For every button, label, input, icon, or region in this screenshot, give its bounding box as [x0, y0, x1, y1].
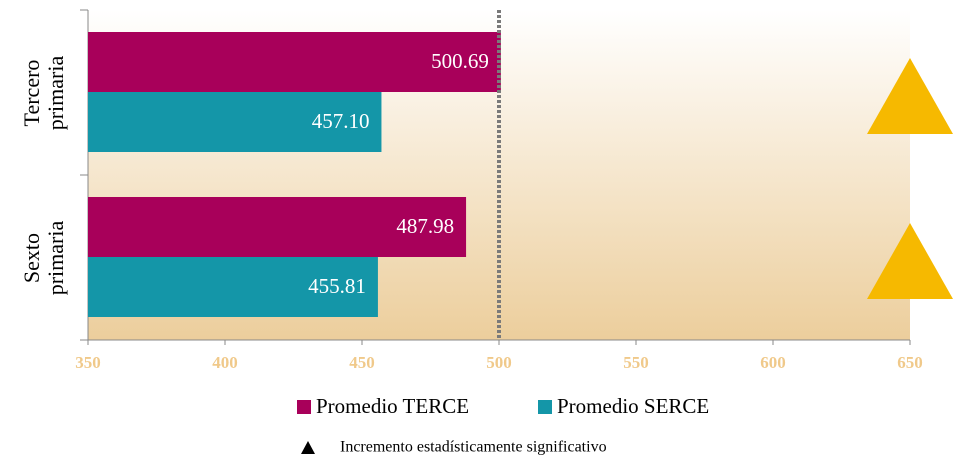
- x-tick-label: 550: [623, 353, 649, 372]
- x-tick-label: 500: [486, 353, 512, 372]
- bar: [88, 32, 501, 92]
- legend-label: Promedio SERCE: [557, 394, 709, 418]
- bar: [88, 92, 382, 152]
- bar: [88, 197, 467, 257]
- value-label: 500.69: [431, 49, 489, 73]
- value-label: 487.98: [396, 214, 454, 238]
- category-label: Sexto primaria: [19, 220, 68, 295]
- note-marker: [301, 441, 315, 454]
- value-label: 457.10: [312, 109, 370, 133]
- legend-label: Promedio TERCE: [316, 394, 469, 418]
- note: Incremento estadísticamente significativ…: [340, 439, 607, 456]
- legend-swatch: [538, 400, 552, 414]
- significance-marker: [867, 223, 953, 299]
- x-tick-label: 450: [349, 353, 375, 372]
- value-label: 455.81: [308, 274, 366, 298]
- bar: [88, 257, 378, 317]
- legend-swatch: [297, 400, 311, 414]
- x-tick-label: 400: [212, 353, 238, 372]
- x-tick-label: 350: [75, 353, 101, 372]
- x-tick-label: 600: [760, 353, 786, 372]
- x-tick-label: 650: [897, 353, 923, 372]
- category-label: Tercero primaria: [19, 55, 68, 130]
- significance-marker: [867, 58, 953, 134]
